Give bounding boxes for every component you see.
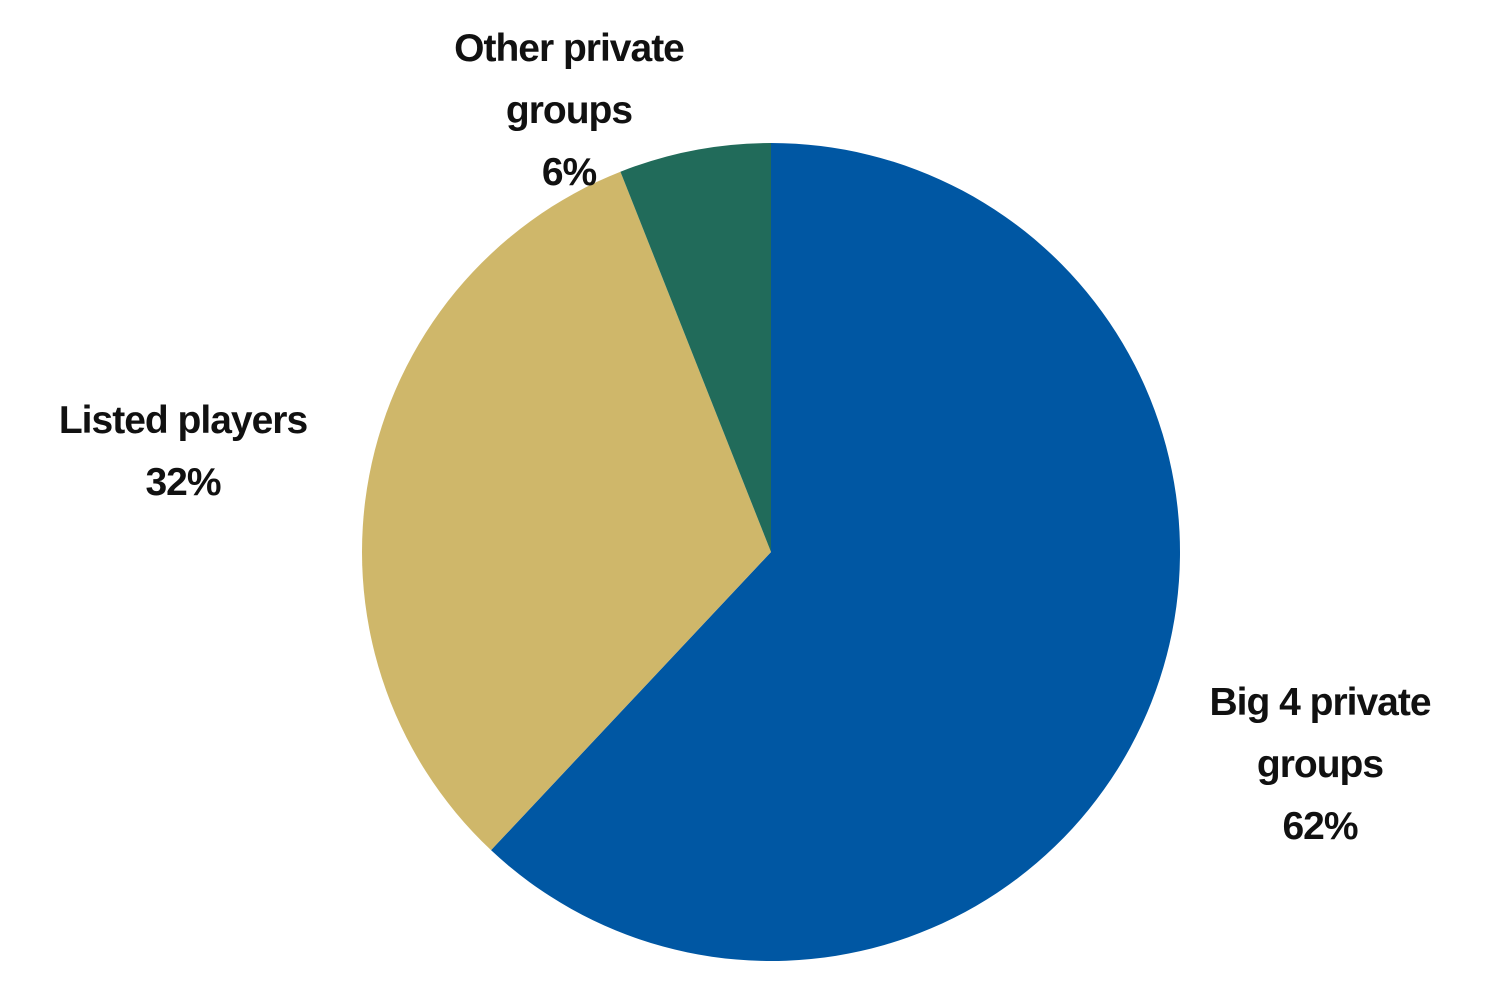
slice-label: Big 4 private groups 62%	[1170, 672, 1470, 858]
value-label: 32%	[145, 461, 221, 504]
pie-slice	[361, 171, 771, 851]
pie-slice	[491, 143, 1180, 961]
category-label: Big 4 private groups	[1209, 681, 1431, 786]
category-label: Listed players	[58, 399, 308, 442]
slice-label: Other private groups 6%	[419, 18, 719, 204]
pie-slice	[620, 143, 771, 552]
value-label: 6%	[541, 151, 597, 194]
category-label: Other private groups	[454, 27, 685, 132]
value-label: 62%	[1282, 805, 1358, 848]
slice-label: Listed players 32%	[0, 390, 373, 514]
